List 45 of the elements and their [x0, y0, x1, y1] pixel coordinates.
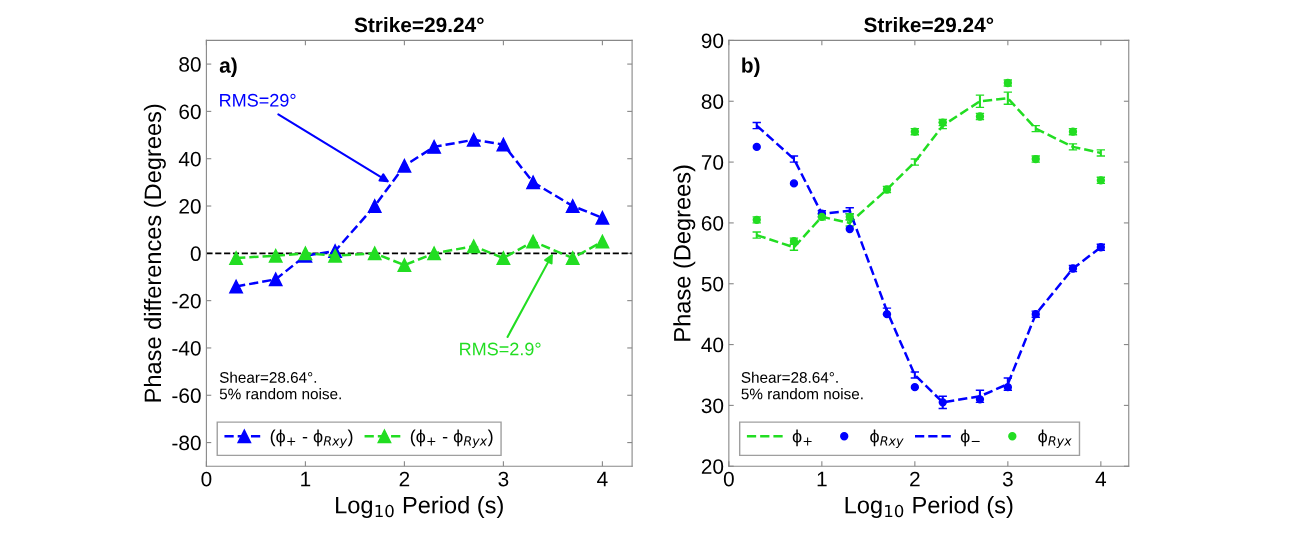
x-axis-title: Log$_{10}$ Period (s) — [845, 496, 1013, 519]
y-tick-label: 60 — [701, 215, 724, 231]
y-tick-label: -60 — [172, 388, 201, 404]
x-tick-label: 1 — [301, 471, 311, 487]
y-tick-label: 40 — [701, 337, 724, 353]
legend-label: ϕ$_{Rxy}$ — [870, 429, 904, 449]
annotation: Shear=28.64°. 5% random noise. — [219, 371, 341, 400]
y-axis-title: Phase (Degrees) — [673, 165, 696, 341]
x-tick-label: 4 — [1095, 471, 1107, 487]
x-tick-label: 0 — [201, 471, 212, 487]
y-tick-label: 80 — [179, 57, 201, 72]
x-tick-label: 0 — [723, 471, 734, 487]
annotation: RMS=29° — [220, 93, 296, 107]
y-tick-label: 0 — [190, 246, 201, 262]
x-axis-title: Log$_{10}$ Period (s) — [336, 496, 503, 519]
y-tick-label: 50 — [701, 276, 724, 292]
legend-label: ϕ$_{−}$ — [960, 429, 980, 447]
annotation: a) — [219, 57, 237, 77]
x-tick-label: 1 — [817, 471, 827, 487]
y-tick-label: 70 — [701, 155, 724, 170]
legend-label: ϕ$_{Ryx}$ — [1038, 429, 1072, 449]
x-tick-label: 3 — [1002, 471, 1013, 487]
y-tick-label: 80 — [701, 94, 724, 110]
y-tick-label: -40 — [172, 340, 201, 356]
chart-title: Strike=29.24° — [354, 16, 484, 33]
y-tick-label: 90 — [701, 33, 724, 49]
y-tick-label: 30 — [701, 398, 724, 414]
legend-label: (ϕ$_{+}$ - ϕ$_{Ryx}$) — [410, 429, 493, 449]
y-axis-title: Phase differences (Degrees) — [143, 104, 166, 402]
chart-title: Strike=29.24° — [864, 16, 994, 33]
legend-label: ϕ$_{+}$ — [792, 429, 812, 447]
legend-label: (ϕ$_{+}$ - ϕ$_{Rxy}$) — [270, 429, 353, 449]
annotation: RMS=2.9° — [460, 342, 541, 356]
annotation: b) — [742, 57, 760, 77]
y-tick-label: 20 — [179, 199, 201, 214]
x-tick-label: 4 — [597, 471, 608, 487]
y-tick-label: 40 — [178, 151, 201, 167]
y-tick-label: 60 — [179, 104, 201, 120]
y-tick-label: -80 — [172, 435, 201, 451]
x-tick-label: 2 — [910, 471, 920, 487]
x-tick-label: 3 — [498, 471, 509, 487]
annotation: Shear=28.64°. 5% random noise. — [741, 371, 863, 400]
y-tick-label: -20 — [172, 293, 201, 309]
y-tick-label: 20 — [701, 459, 724, 474]
x-tick-label: 2 — [399, 471, 410, 487]
